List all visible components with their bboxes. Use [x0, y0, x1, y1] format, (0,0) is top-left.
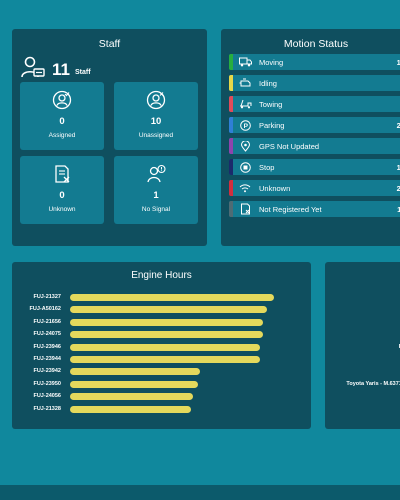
status-color-bar: [229, 96, 233, 112]
vehicle-label: FUJ-21656: [33, 318, 61, 325]
unknown-value: 0: [59, 190, 65, 201]
stop-icon: [238, 160, 252, 174]
engine-hours-bar[interactable]: [70, 331, 263, 339]
status-color-bar: [229, 180, 233, 196]
user-check-icon: [20, 90, 104, 110]
register-icon: [238, 202, 252, 216]
vehicle-label: FUJ-23950: [33, 380, 61, 387]
motion-row-parking[interactable]: P Parking 21: [229, 117, 400, 133]
staff-card-unassigned[interactable]: 10 Unassigned: [114, 82, 198, 150]
engine-hours-row: FUJ-24075: [12, 330, 311, 339]
motion-row-moving[interactable]: Moving 12: [229, 54, 400, 70]
motion-status-title: Motion Status: [283, 38, 349, 50]
vehicle-label: FUJ-21328: [33, 405, 61, 412]
unassigned-label: Unassigned: [138, 132, 174, 139]
engine-hours-bar[interactable]: [70, 294, 275, 301]
gps-pin-icon: [238, 139, 252, 153]
engine-hours-row: FUJ-23944: [12, 355, 311, 364]
vehicle-list-item: FUJ-A: [399, 343, 400, 352]
engine-hours-row: FUJ-23950: [12, 380, 311, 389]
vehicle-list-item: Toyota Yaris - M.63715 ( W: [346, 380, 400, 387]
vehicle-label: FUJ-23944: [33, 356, 61, 362]
unassigned-value: 10: [150, 116, 162, 127]
unknown-label: Unknown: [48, 206, 76, 213]
staff-card-no-signal[interactable]: 1 No Signal: [114, 156, 198, 224]
status-color-bar: [229, 54, 233, 70]
document-x-icon: [20, 164, 104, 184]
motion-label: GPS Not Updated: [259, 141, 320, 151]
status-color-bar: [229, 159, 233, 175]
status-color-bar: [229, 138, 233, 154]
engine-hours-row: FUJ-21328: [12, 405, 311, 414]
engine-hours-row: FUJ-21327: [12, 293, 311, 302]
status-color-bar: [229, 201, 233, 217]
motion-value: 11: [397, 204, 400, 214]
motion-label: Not Registered Yet: [259, 204, 322, 214]
engine-hours-bar[interactable]: [70, 368, 200, 376]
status-color-bar: [229, 117, 233, 133]
engine-hours-title: Engine Hours: [131, 270, 192, 281]
staff-card-unknown[interactable]: 0 Unknown: [20, 156, 104, 224]
motion-label: Unknown: [259, 183, 291, 193]
vehicle-label: FUJ-21327: [33, 294, 61, 300]
vehicle-label: FUJ-A50162: [29, 306, 62, 313]
staff-total-value: 11: [52, 59, 70, 79]
engine-hours-row: FUJ-24056: [12, 392, 311, 401]
staff-panel: Staff 11 Staff 0 Assigned 10 Unassigned …: [12, 29, 207, 246]
vehicle-list-panel: FUJ-FUJ-FUJ-FUJ-FUJ-AFUJ-FUJ-Toyota Yari…: [325, 262, 400, 429]
motion-row-idling[interactable]: Idling 2: [229, 75, 400, 91]
engine-hours-bar[interactable]: [70, 405, 191, 413]
motion-row-towing[interactable]: Towing 0: [229, 96, 400, 112]
motion-label: Idling: [259, 78, 277, 88]
engine-hours-bar[interactable]: [70, 318, 263, 326]
truck-icon: [238, 55, 252, 69]
assigned-value: 0: [59, 116, 65, 127]
vehicle-label: FUJ-23946: [33, 343, 61, 350]
motion-value: 24: [396, 183, 400, 193]
motion-value: 16: [396, 162, 400, 172]
engine-hours-row: FUJ-23946: [12, 343, 311, 352]
engine-hours-row: FUJ-A50162: [12, 305, 311, 314]
motion-row-not-registered[interactable]: Not Registered Yet 11: [229, 201, 400, 217]
signal-icon: [238, 181, 252, 195]
staff-total: 11 Staff: [21, 56, 91, 83]
no-signal-label: No Signal: [141, 206, 171, 213]
motion-row-unknown[interactable]: Unknown 24: [229, 180, 400, 196]
motion-label: Towing: [259, 99, 283, 109]
vehicle-label: FUJ-24056: [33, 393, 61, 400]
engine-hours-bar[interactable]: [70, 306, 268, 314]
svg-text:P: P: [243, 123, 248, 130]
staff-title: Staff: [98, 38, 121, 50]
motion-value: 21: [396, 120, 400, 130]
motion-row-stop[interactable]: Stop 16: [229, 159, 400, 175]
motion-label: Stop: [259, 162, 275, 172]
user-card-icon: [21, 56, 45, 83]
tow-truck-icon: [238, 97, 252, 111]
engine-icon: [238, 76, 252, 90]
motion-status-panel: Motion Status Moving 12 Idling 2 Towing …: [221, 29, 400, 246]
status-color-bar: [229, 75, 233, 91]
motion-row-gps-not-updated[interactable]: GPS Not Updated 1: [229, 138, 400, 154]
motion-label: Moving: [259, 57, 284, 67]
engine-hours-bar[interactable]: [70, 356, 261, 363]
user-x-icon: [114, 90, 198, 110]
staff-card-assigned[interactable]: 0 Assigned: [20, 82, 104, 150]
engine-hours-bar[interactable]: [70, 380, 198, 388]
vehicle-label: FUJ-23942: [33, 368, 61, 375]
assigned-label: Assigned: [48, 132, 76, 139]
engine-hours-row: FUJ-21656: [12, 318, 311, 327]
engine-hours-bar[interactable]: [70, 343, 261, 351]
engine-hours-row: FUJ-23942: [12, 367, 311, 376]
parking-icon: P: [238, 118, 252, 132]
motion-label: Parking: [259, 120, 285, 130]
no-signal-value: 1: [153, 190, 159, 201]
user-alert-icon: [114, 164, 198, 184]
motion-value: 12: [396, 57, 400, 67]
staff-total-label: Staff: [74, 68, 91, 76]
vehicle-label: FUJ-24075: [33, 331, 61, 338]
engine-hours-bar[interactable]: [70, 393, 193, 401]
bottom-bar: [0, 485, 400, 500]
engine-hours-panel: Engine Hours FUJ-21327 FUJ-A50162 FUJ-2165…: [12, 262, 311, 429]
